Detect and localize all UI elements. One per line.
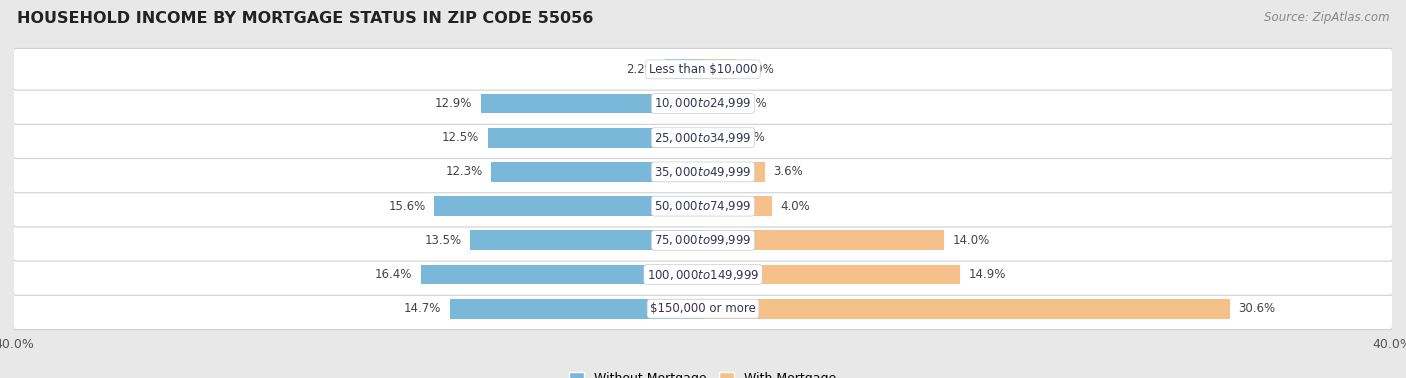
Bar <box>703 299 1230 319</box>
Text: Source: ZipAtlas.com: Source: ZipAtlas.com <box>1264 11 1389 24</box>
Text: $25,000 to $34,999: $25,000 to $34,999 <box>654 131 752 145</box>
Text: 13.5%: 13.5% <box>425 234 461 247</box>
Bar <box>703 196 772 216</box>
Text: 30.6%: 30.6% <box>1239 302 1275 315</box>
Text: 14.7%: 14.7% <box>404 302 441 315</box>
Bar <box>420 265 703 284</box>
FancyBboxPatch shape <box>13 48 1393 90</box>
Bar <box>703 59 735 79</box>
Text: Less than $10,000: Less than $10,000 <box>648 63 758 76</box>
Bar <box>434 196 703 216</box>
FancyBboxPatch shape <box>13 185 1393 227</box>
Bar <box>471 230 703 250</box>
Bar <box>488 128 703 148</box>
Bar <box>481 94 703 113</box>
Bar <box>703 162 765 182</box>
Legend: Without Mortgage, With Mortgage: Without Mortgage, With Mortgage <box>564 367 842 378</box>
FancyBboxPatch shape <box>13 220 1393 261</box>
Bar <box>665 59 703 79</box>
Text: $10,000 to $24,999: $10,000 to $24,999 <box>654 96 752 110</box>
Text: 1.5%: 1.5% <box>738 97 768 110</box>
Text: 4.0%: 4.0% <box>780 200 810 212</box>
Bar <box>491 162 703 182</box>
Text: 2.2%: 2.2% <box>627 63 657 76</box>
Bar <box>450 299 703 319</box>
Bar <box>703 230 945 250</box>
FancyBboxPatch shape <box>13 117 1393 158</box>
FancyBboxPatch shape <box>13 83 1393 124</box>
Text: HOUSEHOLD INCOME BY MORTGAGE STATUS IN ZIP CODE 55056: HOUSEHOLD INCOME BY MORTGAGE STATUS IN Z… <box>17 11 593 26</box>
Text: 14.9%: 14.9% <box>969 268 1005 281</box>
Text: $35,000 to $49,999: $35,000 to $49,999 <box>654 165 752 179</box>
Text: 12.3%: 12.3% <box>446 166 482 178</box>
Text: $100,000 to $149,999: $100,000 to $149,999 <box>647 268 759 282</box>
Text: $150,000 or more: $150,000 or more <box>650 302 756 315</box>
Text: $50,000 to $74,999: $50,000 to $74,999 <box>654 199 752 213</box>
Bar <box>703 94 728 113</box>
Text: $75,000 to $99,999: $75,000 to $99,999 <box>654 233 752 247</box>
Text: 12.5%: 12.5% <box>441 131 479 144</box>
Text: 1.4%: 1.4% <box>735 131 766 144</box>
FancyBboxPatch shape <box>13 288 1393 330</box>
FancyBboxPatch shape <box>13 254 1393 295</box>
Bar <box>703 128 727 148</box>
Text: 12.9%: 12.9% <box>434 97 472 110</box>
Text: 15.6%: 15.6% <box>388 200 426 212</box>
FancyBboxPatch shape <box>13 151 1393 193</box>
Text: 16.4%: 16.4% <box>374 268 412 281</box>
Text: 14.0%: 14.0% <box>953 234 990 247</box>
Text: 3.6%: 3.6% <box>773 166 803 178</box>
Bar <box>703 265 960 284</box>
Text: 1.9%: 1.9% <box>744 63 775 76</box>
